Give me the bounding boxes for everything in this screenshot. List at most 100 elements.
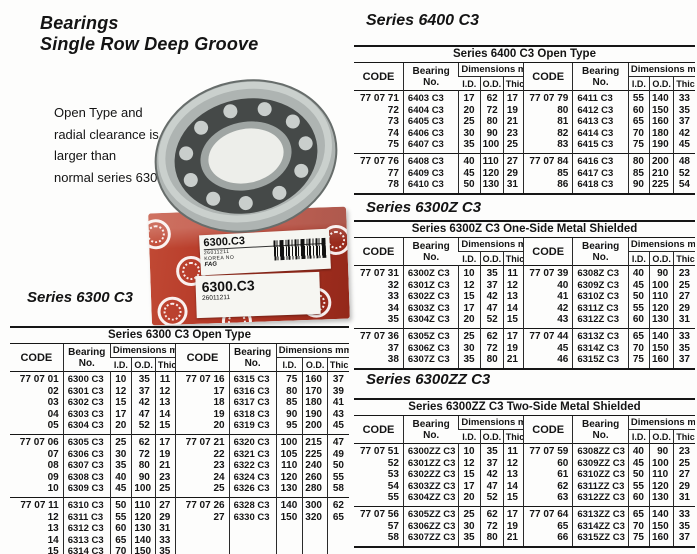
table-row: 53 6302ZZ C3 15 42 13 61 6310ZZ C3 50 110 27 (354, 469, 695, 481)
col-header-bearing-line: No. (592, 251, 609, 263)
cell-dimension: 72 (479, 520, 504, 533)
cell-bearing-no: 6321 C3 (228, 448, 277, 461)
cell-dimension: 23 (673, 265, 695, 280)
cell-bearing-no: 6301Z C3 (402, 279, 459, 292)
cell-dimension: 23 (154, 471, 176, 484)
cell-dimension: 12 (458, 457, 481, 470)
cell-dimension: 17 (458, 90, 481, 105)
cell-dimension: 45 (627, 457, 650, 470)
cell-dimension: 180 (302, 397, 328, 409)
table-row: 38 6307Z C3 35 80 21 46 6315Z C3 75 160 37 (354, 354, 695, 369)
cell-code: 77 07 36 (359, 330, 399, 342)
col-header-bearing-no: Bearing No. (572, 416, 629, 444)
cell-dimension: 160 (648, 532, 674, 547)
col-header-thick: Thick (154, 357, 176, 372)
cell-code: 77 07 11 (20, 499, 59, 511)
cell-dimension: 65 (627, 506, 650, 521)
cell-dimension: 200 (302, 420, 328, 435)
cell-dimension: 110 (275, 460, 303, 472)
cell-dimension: 120 (648, 480, 674, 493)
cell-dimension: 170 (302, 385, 328, 398)
cell-dimension: 100 (131, 483, 156, 498)
cell-bearing-no: 6322 C3 (228, 460, 277, 472)
col-header-dimensions: Dimensions mm (458, 416, 524, 430)
cell-dimension: 40 (627, 443, 650, 458)
col-header-bearing-line: Bearing (581, 240, 620, 252)
cell-dimension: 25 (154, 483, 176, 498)
cell-dimension: 20 (458, 492, 481, 507)
cell-dimension: 62 (326, 497, 349, 512)
cell-dimension: 35 (479, 265, 504, 280)
cell-dimension: 35 (673, 342, 695, 355)
intro-line: normal series 6300. (54, 169, 169, 185)
table-row: 54 6303ZZ C3 17 47 14 62 6311ZZ C3 55 120 29 (354, 480, 695, 493)
cell-dimension: 72 (131, 448, 156, 461)
cell-bearing-no: 6408 C3 (402, 153, 459, 168)
table-row: 33 6302Z C3 15 42 13 41 6310Z C3 50 110 27 (354, 291, 695, 303)
cell-code: 77 07 26 (175, 497, 230, 512)
table-series-6300z-one-side-shielded: Series 6300Z C3 One-Side Metal Shielded … (354, 220, 695, 370)
cell-dimension: 11 (502, 443, 524, 458)
cell-bearing-no: 6302 C3 (62, 397, 111, 409)
cell-dimension: 21 (502, 116, 524, 128)
cell-bearing-no: 6404 C3 (402, 104, 459, 117)
cell-bearing-no: 6312Z C3 (572, 314, 629, 329)
cell-dimension: 19 (502, 342, 524, 355)
cell-dimension: 70 (109, 546, 132, 554)
cell-code: 19 (175, 408, 230, 421)
col-header-code: CODE (522, 238, 573, 266)
cell-dimension: 25 (458, 116, 481, 128)
cell-dimension: 15 (109, 397, 132, 409)
cell-dimension: 30 (458, 520, 481, 533)
cell-dimension: 60 (627, 314, 650, 329)
col-header-thick: Thick (502, 429, 524, 444)
table-row-group: 77 07 11 6310 C3 50 110 27 77 07 26 6328 C3 140… (10, 497, 349, 554)
cell-dimension: 35 (673, 520, 695, 533)
col-header-bearing-line: No. (78, 357, 95, 369)
cell-bearing-no: 6306 C3 (62, 448, 111, 461)
cell-code: 77 07 21 (175, 434, 230, 449)
cell-code: 25 (175, 483, 230, 498)
cell-dimension: 13 (502, 469, 524, 481)
cell-dimension: 50 (326, 460, 349, 472)
cell-dimension: 17 (502, 506, 524, 521)
col-header-bearing-no: Bearing No. (572, 238, 629, 266)
table-title: Series 6300ZZ C3 Two-Side Metal Shielded (354, 398, 695, 416)
cell-bearing-no: 6315Z C3 (572, 354, 629, 369)
cell-dimension: 17 (109, 408, 132, 421)
cell-dimension (326, 523, 349, 535)
cell-code: 32 (387, 279, 399, 291)
cell-dimension: 55 (109, 511, 132, 524)
table-row: 77 07 01 6300 C3 10 35 11 77 07 16 6315 C3 75 16… (10, 371, 349, 386)
table-row: 52 6301ZZ C3 12 37 12 60 6309ZZ C3 45 100 25 (354, 457, 695, 470)
col-header-bearing-line: Bearing (581, 65, 620, 77)
cell-dimension: 11 (502, 265, 524, 280)
cell-dimension: 42 (479, 469, 504, 481)
cell-bearing-no: 6300ZZ C3 (402, 443, 459, 458)
page-title: Bearings Single Row Deep Groove (40, 13, 258, 55)
cell-code: 78 (387, 179, 399, 191)
cell-dimension: 12 (458, 279, 481, 292)
col-header-code: CODE (522, 416, 573, 444)
cell-dimension: 60 (109, 523, 132, 535)
cell-dimension: 42 (479, 291, 504, 303)
barcode-icon (273, 237, 327, 261)
col-header-bearing-line: Bearing (412, 65, 450, 77)
cell-code: 57 (387, 520, 399, 532)
cell-dimension: 33 (673, 328, 695, 343)
cell-code: 08 (47, 460, 59, 472)
cell-bearing-no: 6314Z C3 (572, 342, 629, 355)
cell-dimension: 23 (673, 443, 695, 458)
cell-dimension (302, 546, 328, 554)
cell-dimension: 62 (479, 328, 504, 343)
cell-dimension: 35 (131, 371, 156, 386)
col-header-thick: Thick (673, 76, 695, 91)
table-row: 57 6306ZZ C3 30 72 19 65 6314ZZ C3 70 150 35 (354, 520, 695, 533)
cell-bearing-no: 6302ZZ C3 (402, 469, 459, 481)
cell-bearing-no: 6301ZZ C3 (402, 457, 459, 470)
cell-code (175, 534, 230, 547)
